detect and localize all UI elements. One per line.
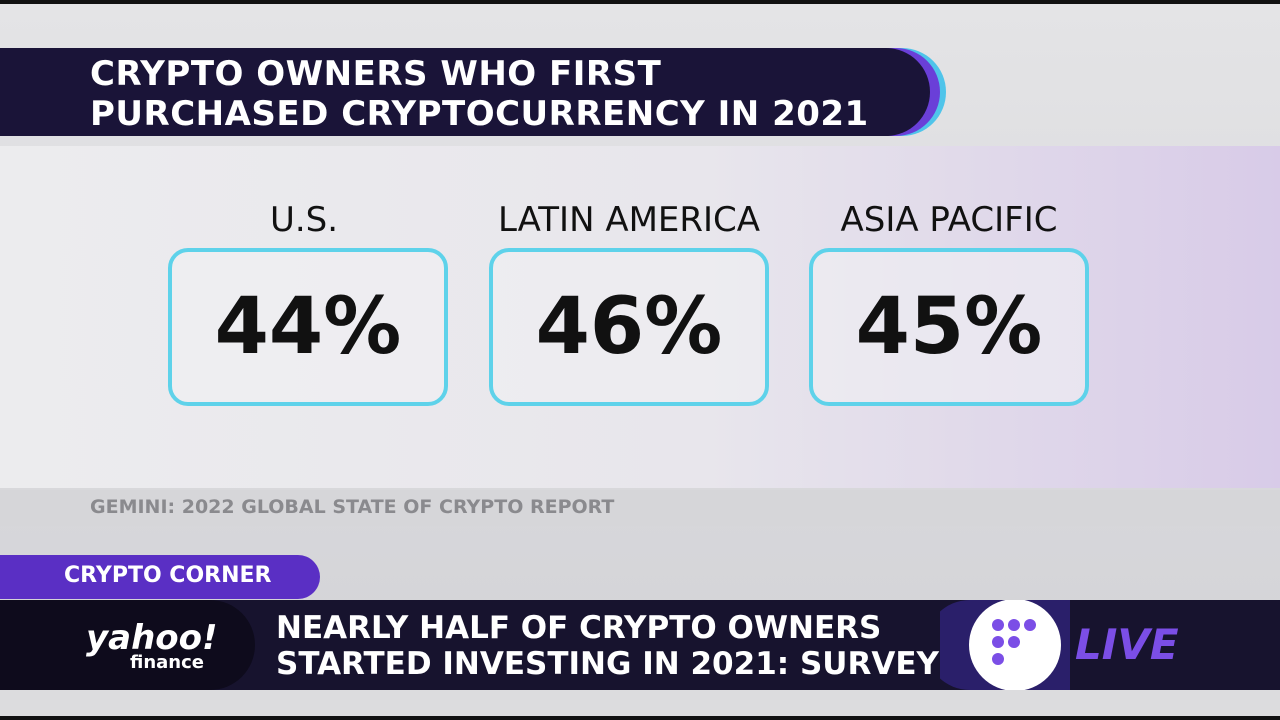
title-line: CRYPTO OWNERS WHO FIRST: [90, 54, 662, 94]
stat-card: 45%: [809, 248, 1089, 406]
logo-area: [0, 600, 255, 690]
brand-sub: finance: [130, 652, 204, 673]
segment-tag: [0, 555, 320, 599]
headline: NEARLY HALF OF CRYPTO OWNERS: [276, 610, 882, 646]
title-bar: [0, 48, 930, 136]
stat-card: 46%: [489, 248, 769, 406]
top-edge: [0, 0, 1280, 4]
source: GEMINI: 2022 GLOBAL STATE OF CRYPTO REPO…: [90, 496, 615, 518]
card-label: LATIN AMERICA: [497, 200, 761, 240]
brand: yahoo!: [86, 618, 218, 658]
stat-card: 44%: [168, 248, 448, 406]
card-label: ASIA PACIFIC: [840, 200, 1058, 240]
headline: STARTED INVESTING IN 2021: SURVEY: [276, 646, 939, 682]
bottom-edge: [0, 716, 1280, 720]
live-logo: [940, 600, 1070, 690]
live-label: LIVE: [1075, 620, 1179, 669]
card-label: U.S.: [269, 200, 339, 240]
source-strip: [0, 490, 1280, 526]
title-line: PURCHASED CRYPTOCURRENCY IN 2021: [90, 94, 869, 134]
segment-text: CRYPTO CORNER: [64, 563, 272, 588]
bottom-area: [0, 690, 1280, 720]
